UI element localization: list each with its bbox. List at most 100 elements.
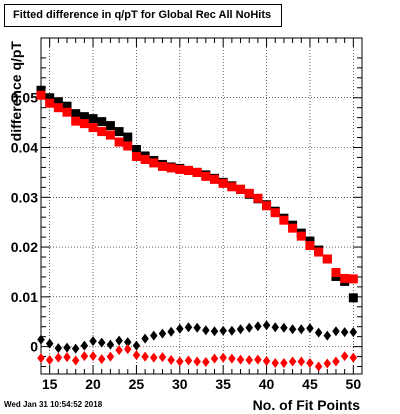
data-point bbox=[271, 358, 279, 369]
data-point bbox=[150, 330, 158, 341]
series-3 bbox=[37, 344, 358, 372]
data-point bbox=[53, 97, 63, 107]
data-point bbox=[149, 158, 159, 168]
data-series bbox=[36, 85, 358, 372]
data-point bbox=[245, 355, 253, 366]
data-point bbox=[340, 327, 349, 338]
chart-title: Fitted difference in q/pT for Global Rec… bbox=[4, 4, 282, 27]
data-point bbox=[89, 351, 97, 362]
y-tick-label: 0 bbox=[30, 339, 38, 355]
x-tick-label: 15 bbox=[42, 376, 58, 392]
data-point bbox=[297, 324, 306, 335]
data-point bbox=[280, 358, 288, 369]
data-point bbox=[254, 354, 262, 365]
y-tick-label: 0.02 bbox=[11, 239, 38, 255]
data-point bbox=[36, 90, 46, 100]
data-point bbox=[141, 351, 149, 362]
plot-frame bbox=[40, 37, 363, 375]
data-point bbox=[254, 321, 262, 332]
x-tick-label: 25 bbox=[129, 376, 145, 392]
data-point bbox=[184, 322, 193, 333]
data-point bbox=[219, 352, 227, 363]
data-point bbox=[202, 325, 210, 336]
data-point bbox=[236, 324, 245, 335]
data-point bbox=[262, 320, 271, 331]
data-point bbox=[88, 114, 98, 124]
data-point bbox=[63, 342, 71, 353]
data-point bbox=[236, 184, 246, 194]
data-point bbox=[306, 358, 314, 369]
x-tick-label: 40 bbox=[259, 376, 275, 392]
data-point bbox=[201, 171, 211, 181]
y-tick-label: 0.03 bbox=[11, 189, 38, 205]
data-point bbox=[348, 293, 358, 303]
series-2 bbox=[37, 320, 358, 354]
data-point bbox=[175, 164, 185, 174]
data-point bbox=[54, 352, 63, 363]
data-point bbox=[288, 223, 298, 233]
data-point bbox=[45, 355, 54, 366]
data-point bbox=[53, 103, 63, 113]
series-1 bbox=[36, 90, 358, 284]
data-point bbox=[106, 351, 115, 362]
data-point bbox=[228, 325, 236, 336]
data-point bbox=[150, 352, 158, 363]
data-point bbox=[322, 254, 332, 264]
y-tick-label: 0.04 bbox=[11, 140, 38, 156]
data-point bbox=[37, 353, 45, 364]
data-point bbox=[271, 322, 279, 333]
data-point bbox=[270, 208, 280, 218]
data-point bbox=[323, 330, 332, 341]
data-point bbox=[280, 322, 288, 333]
data-point bbox=[71, 355, 80, 366]
data-point bbox=[210, 174, 220, 184]
data-point bbox=[89, 336, 97, 347]
data-point bbox=[54, 343, 63, 354]
data-point bbox=[314, 327, 323, 338]
data-point bbox=[323, 358, 332, 369]
data-point bbox=[62, 101, 72, 111]
x-tick-label: 20 bbox=[85, 376, 101, 392]
y-axis-label: difference q/pT bbox=[8, 41, 24, 142]
data-point bbox=[227, 182, 237, 192]
data-point bbox=[184, 355, 193, 366]
data-point bbox=[228, 353, 236, 364]
data-point bbox=[340, 273, 350, 283]
data-point bbox=[262, 201, 272, 211]
x-tick-label: 45 bbox=[302, 376, 318, 392]
series-0 bbox=[36, 85, 358, 303]
data-point bbox=[166, 163, 176, 173]
data-point bbox=[306, 323, 314, 334]
data-point bbox=[131, 151, 141, 161]
data-point bbox=[193, 356, 201, 367]
data-point bbox=[158, 328, 167, 339]
data-point bbox=[97, 354, 106, 365]
data-point bbox=[97, 127, 107, 137]
x-tick-label: 35 bbox=[215, 376, 231, 392]
data-point bbox=[297, 356, 306, 367]
data-point bbox=[219, 325, 227, 336]
x-tick-label: 30 bbox=[172, 376, 188, 392]
data-point bbox=[45, 98, 55, 108]
y-tick-label: 0.01 bbox=[11, 289, 38, 305]
data-point bbox=[262, 356, 271, 367]
data-point bbox=[167, 326, 175, 337]
data-point bbox=[314, 361, 323, 372]
data-point bbox=[140, 154, 150, 164]
x-tick-labels: 15 20 25 30 35 40 45 50 bbox=[42, 376, 361, 392]
data-point bbox=[123, 141, 133, 151]
data-point bbox=[253, 193, 263, 203]
data-point bbox=[193, 322, 201, 333]
data-point bbox=[158, 352, 167, 363]
data-point bbox=[62, 107, 72, 117]
data-point bbox=[63, 352, 71, 363]
data-point bbox=[331, 267, 341, 277]
data-point bbox=[71, 109, 81, 119]
data-point bbox=[244, 188, 254, 198]
data-point bbox=[348, 274, 358, 284]
data-point bbox=[314, 247, 324, 257]
data-point bbox=[105, 130, 115, 140]
data-point bbox=[36, 85, 46, 95]
data-point bbox=[210, 353, 219, 364]
